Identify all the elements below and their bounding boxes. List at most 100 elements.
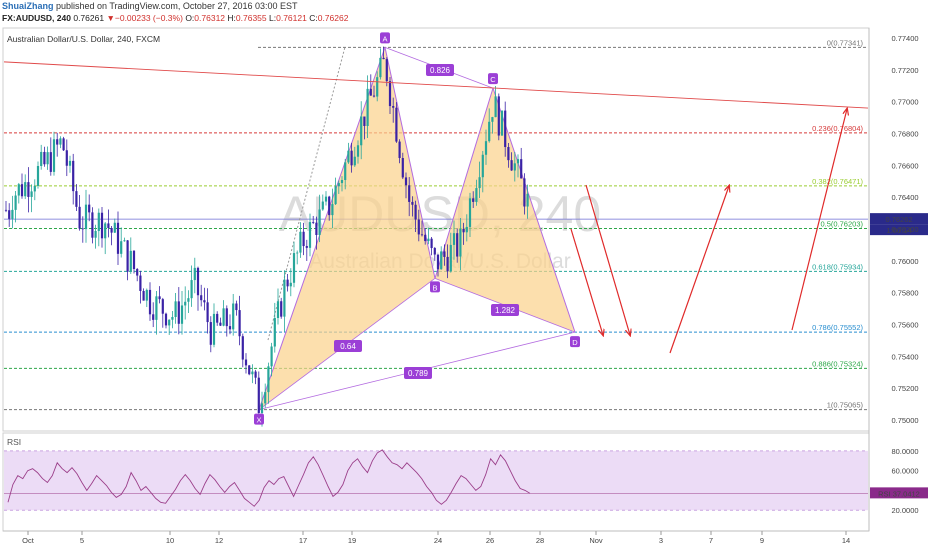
candle-body (241, 336, 244, 360)
candle-body (369, 88, 372, 96)
rsi-axis-label: 60.0000 (891, 467, 918, 476)
candle-body (513, 163, 516, 171)
open-label: O: (185, 13, 195, 23)
pattern-point-label: B (432, 283, 437, 292)
candle-body (376, 77, 379, 97)
candle-body (33, 185, 36, 192)
candle-body (420, 234, 424, 236)
candle-body (424, 234, 427, 242)
candle-body (459, 228, 462, 257)
fib-level-label: 0.618(0.75934) (812, 262, 863, 271)
author-name[interactable]: ShuaiZhang (2, 1, 54, 11)
pattern-ratio-label: 0.826 (430, 66, 451, 75)
time-axis-label: Oct (22, 536, 35, 545)
time-axis-label: 26 (486, 536, 494, 545)
candle-body (283, 279, 286, 317)
candle-body (225, 308, 228, 327)
candle-body (334, 186, 337, 205)
fib-level-label: 0(0.77341) (827, 38, 864, 47)
candle-body (356, 145, 360, 157)
candle-body (177, 301, 180, 324)
price-axis-label: 0.77000 (891, 98, 918, 107)
candle-body (456, 233, 459, 257)
candle-body (113, 222, 116, 233)
time-axis-label: 12 (215, 536, 223, 545)
candle-body (430, 238, 433, 249)
candle-body (200, 295, 203, 301)
fib-level-label: 0.382(0.76471) (812, 177, 863, 186)
candle-body (152, 314, 155, 320)
candle-body (417, 219, 420, 235)
projection-arrow (570, 228, 603, 335)
candle-body (161, 299, 164, 314)
candle-body (289, 282, 292, 287)
candle-body (520, 159, 523, 179)
candle-body (321, 201, 324, 210)
fib-level-label: 1(0.75065) (827, 401, 864, 410)
countdown-label: 1:00:14 (886, 226, 911, 235)
price-axis-label: 0.76600 (891, 161, 918, 170)
candle-body (433, 248, 436, 255)
candle-body (91, 212, 94, 238)
candle-body (478, 177, 481, 189)
candle-body (331, 204, 334, 216)
rsi-axis-label: 80.0000 (891, 447, 918, 456)
price-tag-label: 0.76262 (885, 215, 912, 224)
candle-body (296, 252, 299, 254)
time-axis-label: 7 (709, 536, 713, 545)
candle-body (491, 117, 494, 122)
candle-body (238, 310, 241, 337)
down-arrow-icon: ▼ (106, 13, 115, 23)
published-text: published on TradingView.com, October 27… (56, 1, 298, 11)
time-axis-label: 19 (348, 536, 356, 545)
candle-body (440, 251, 443, 270)
candle-body (465, 226, 468, 233)
pattern-leg (492, 87, 576, 333)
candle-body (196, 267, 200, 296)
fib-level-label: 0.236(0.76804) (812, 124, 863, 133)
candle-body (52, 139, 56, 172)
candle-body (475, 188, 478, 202)
candle-body (302, 231, 305, 247)
candle-body (81, 228, 84, 230)
time-axis-label: 3 (659, 536, 663, 545)
candle-body (62, 138, 65, 151)
candle-body (526, 193, 529, 207)
candle-body (260, 403, 264, 414)
time-axis-label: 17 (299, 536, 307, 545)
price-axis-label: 0.77400 (891, 34, 918, 43)
candle-body (30, 191, 33, 197)
candle-body (462, 228, 465, 233)
candle-body (468, 198, 472, 227)
candle-body (395, 107, 398, 142)
projection-line (267, 46, 346, 341)
candle-body (484, 141, 488, 155)
candle-body (347, 150, 350, 163)
pattern-point-label: C (490, 75, 496, 84)
candle-body (94, 231, 97, 238)
pattern-xab-fill (259, 47, 435, 410)
candle-body (110, 227, 113, 233)
countdown-tag (870, 224, 928, 236)
pattern-ratio-label: 0.789 (408, 369, 429, 378)
candle-body (324, 196, 328, 202)
candle-body (254, 371, 257, 378)
chart-subtitle: Australian Dollar/U.S. Dollar, 240, FXCM (7, 34, 161, 44)
candle-body (318, 209, 321, 235)
candle-body (497, 96, 500, 136)
candle-body (452, 233, 456, 245)
last-price: 0.76261 (73, 13, 105, 23)
candle-body (120, 241, 123, 254)
candle-body (17, 184, 20, 196)
candle-body (481, 154, 484, 178)
pattern-point-badge (380, 32, 390, 44)
candle-body (129, 250, 132, 272)
pattern-point-label: D (572, 338, 578, 347)
candle-body (168, 319, 171, 326)
candle-body (350, 150, 353, 166)
candle-body (273, 317, 276, 347)
ohlc-line: FX:AUDUSD, 240 0.76261 ▼−0.00233 (−0.3%)… (2, 13, 348, 23)
candle-body (523, 178, 526, 207)
low-value: 0.76121 (276, 13, 307, 23)
price-change: −0.00233 (−0.3%) (114, 13, 183, 23)
